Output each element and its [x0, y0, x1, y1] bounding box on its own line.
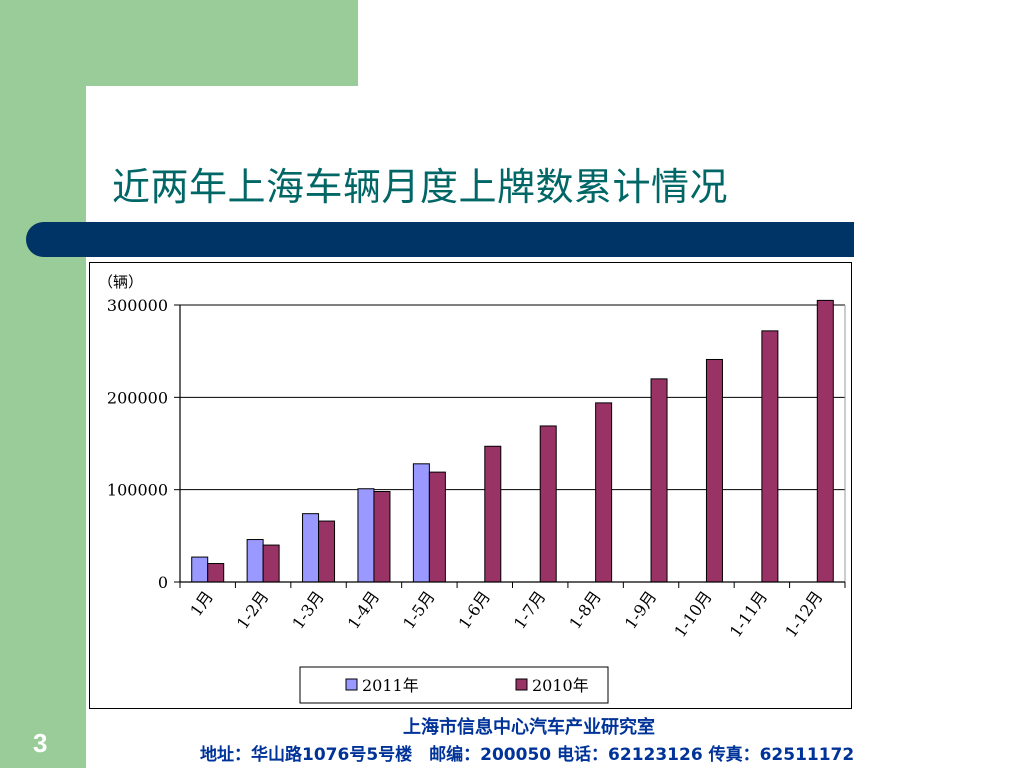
- bar-2010-8: [650, 378, 668, 583]
- green-top-band: [0, 0, 358, 86]
- bar-2010-6: [539, 425, 557, 583]
- bar-2011-3: [357, 488, 375, 583]
- bar-2011-0: [191, 556, 209, 583]
- bar-2010-0: [207, 563, 225, 583]
- x-tick-label: 1-2月: [233, 587, 273, 632]
- bar-2010-2: [318, 520, 336, 583]
- x-tick-label: 1-12月: [781, 587, 826, 640]
- y-tick-label: 100000: [107, 481, 168, 500]
- legend-swatch-1: [515, 678, 528, 691]
- bar-2010-9: [705, 358, 723, 583]
- bar-2010-1: [262, 544, 280, 583]
- x-tick-label: 1月: [186, 587, 217, 619]
- slide-title: 近两年上海车辆月度上牌数累计情况: [112, 165, 729, 209]
- bar-2010-11: [816, 299, 834, 583]
- bar-2010-10: [761, 330, 779, 583]
- bar-chart: （辆） 0 100000 200000 300000 1月 1-2月 1-3月 1-4月 1-…: [98, 273, 846, 704]
- x-tick-label: 1-5月: [399, 587, 439, 632]
- legend-label-0: 2011年: [362, 676, 419, 695]
- x-tick-label: 1-4月: [344, 587, 384, 632]
- bar-2010-5: [484, 445, 502, 583]
- bar-2010-7: [595, 402, 613, 583]
- page-number: 3: [33, 728, 48, 758]
- x-tick-label: 1-6月: [455, 587, 495, 632]
- bar-2011-1: [246, 539, 264, 583]
- bar-2011-2: [302, 513, 320, 583]
- x-tick-label: 1-8月: [565, 587, 605, 632]
- legend-label-1: 2010年: [532, 676, 589, 695]
- x-tick-label: 1-7月: [510, 587, 550, 632]
- y-tick-label: 0: [158, 573, 168, 592]
- footer-organization: 上海市信息中心汽车产业研究室: [403, 717, 655, 738]
- footer-address: 地址：华山路1076号5号楼 邮编：200050 电话：62123126 传真：…: [200, 745, 855, 765]
- title-underline-band: [26, 222, 854, 257]
- x-tick-label: 1-11月: [726, 587, 771, 640]
- x-tick-label: 1-9月: [621, 587, 661, 632]
- bar-2010-3: [373, 491, 391, 583]
- bar-2011-4: [412, 463, 430, 583]
- x-tick-label: 1-10月: [670, 587, 715, 640]
- green-sidebar: [0, 0, 86, 768]
- y-tick-label: 200000: [107, 388, 168, 407]
- bar-2010-4: [428, 471, 446, 583]
- y-unit-label: （辆）: [98, 273, 143, 291]
- x-tick-label: 1-3月: [288, 587, 328, 632]
- y-tick-label: 300000: [107, 296, 168, 315]
- legend-swatch-0: [345, 678, 358, 691]
- chart-frame: （辆） 0 100000 200000 300000 1月 1-2月 1-3月 1-4月 1-…: [89, 262, 852, 709]
